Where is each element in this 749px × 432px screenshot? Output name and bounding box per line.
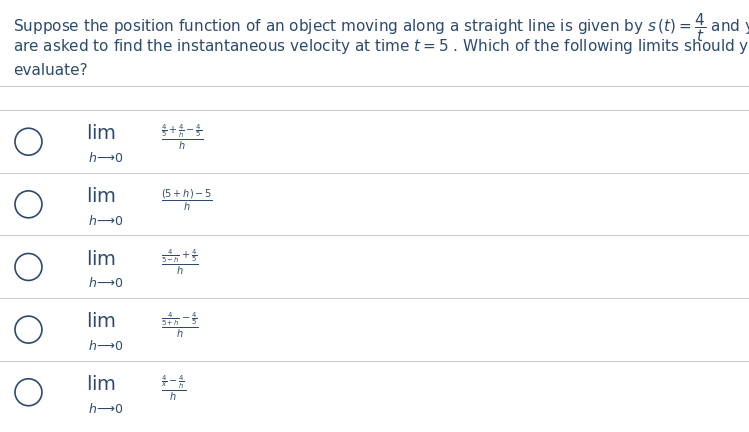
Text: $h\!\longrightarrow\!0$: $h\!\longrightarrow\!0$ [88, 214, 124, 228]
Text: evaluate?: evaluate? [13, 63, 88, 78]
Text: $h\!\longrightarrow\!0$: $h\!\longrightarrow\!0$ [88, 339, 124, 353]
Text: $\mathrm{lim}$: $\mathrm{lim}$ [86, 187, 116, 206]
Text: $\frac{(5+h)-5}{h}$: $\frac{(5+h)-5}{h}$ [161, 187, 213, 213]
Text: $h\!\longrightarrow\!0$: $h\!\longrightarrow\!0$ [88, 151, 124, 165]
Text: $h\!\longrightarrow\!0$: $h\!\longrightarrow\!0$ [88, 402, 124, 416]
Text: $\mathrm{lim}$: $\mathrm{lim}$ [86, 124, 116, 143]
Text: $\frac{\frac{4}{5+h}-\frac{4}{5}}{h}$: $\frac{\frac{4}{5+h}-\frac{4}{5}}{h}$ [161, 311, 198, 340]
Text: $\frac{\frac{4}{x}-\frac{4}{h}}{h}$: $\frac{\frac{4}{x}-\frac{4}{h}}{h}$ [161, 373, 187, 403]
Text: $\mathrm{lim}$: $\mathrm{lim}$ [86, 375, 116, 394]
Text: $h\!\longrightarrow\!0$: $h\!\longrightarrow\!0$ [88, 276, 124, 290]
Text: $\mathrm{lim}$: $\mathrm{lim}$ [86, 312, 116, 331]
Text: $\frac{\frac{4}{5-h}+\frac{4}{5}}{h}$: $\frac{\frac{4}{5-h}+\frac{4}{5}}{h}$ [161, 248, 198, 277]
Text: $\mathrm{lim}$: $\mathrm{lim}$ [86, 250, 116, 269]
Text: Suppose the position function of an object moving along a straight line is given: Suppose the position function of an obje… [13, 11, 749, 44]
Text: are asked to find the instantaneous velocity at time $t = 5$ . Which of the foll: are asked to find the instantaneous velo… [13, 37, 749, 56]
Text: $\frac{\frac{4}{5}+\frac{4}{h}-\frac{4}{5}}{h}$: $\frac{\frac{4}{5}+\frac{4}{h}-\frac{4}{… [161, 123, 204, 152]
